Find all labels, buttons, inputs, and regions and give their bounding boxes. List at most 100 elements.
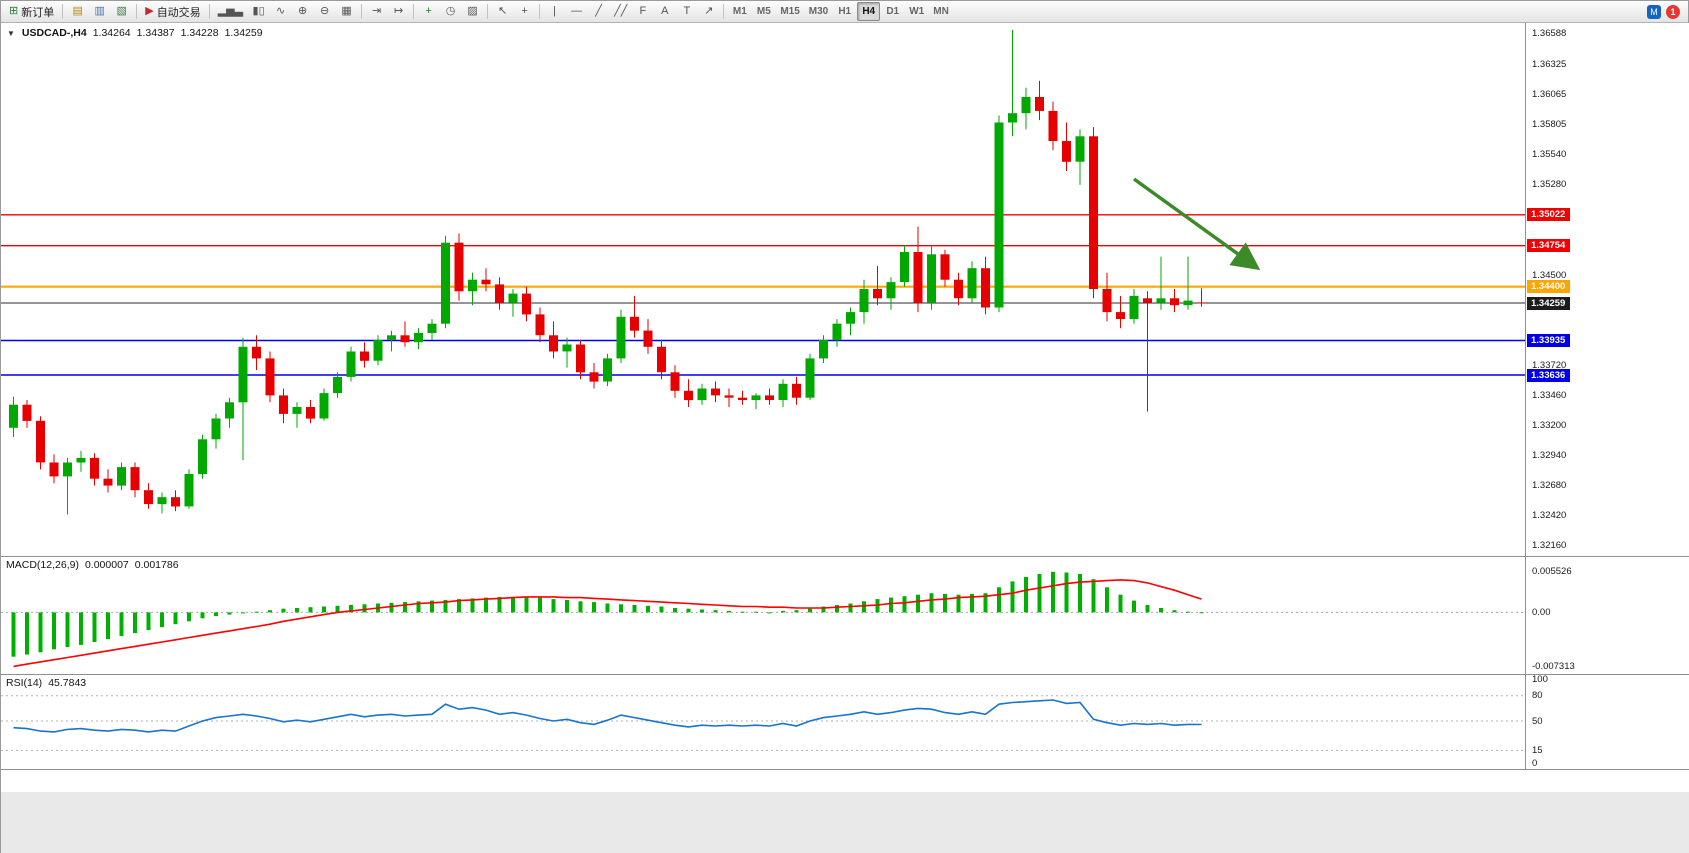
timeframe-m30[interactable]: M30 — [808, 6, 829, 17]
macd-title: MACD(12,26,9) 0.000007 0.001786 — [6, 559, 179, 571]
chart-shift-button[interactable]: ↦ — [388, 2, 409, 21]
trend-arrow — [1132, 177, 1261, 271]
data-window-icon: ▥ — [94, 5, 105, 17]
trendline-button[interactable]: ╱ — [588, 2, 609, 21]
chart-title: ▼ USDCAD-,H4 1.34264 1.34387 1.34228 1.3… — [7, 27, 263, 39]
toolbar-separator — [361, 4, 363, 19]
price-badge: 1.33935 — [1527, 334, 1571, 347]
price-tick-label: 1.32680 — [1532, 480, 1567, 492]
price-tick-label: 1.32420 — [1532, 510, 1567, 522]
indicators-icon: + — [425, 5, 432, 17]
rsi-value: 45.7843 — [48, 677, 87, 689]
toolbar-separator — [487, 4, 489, 19]
rsi-chart[interactable] — [1, 675, 1525, 769]
channel-button[interactable]: ╱╱ — [610, 2, 631, 21]
auto-scroll-icon: ⇥ — [371, 5, 382, 17]
timeframe-h1[interactable]: H1 — [838, 6, 852, 17]
price-badge: 1.34259 — [1527, 296, 1571, 310]
autotrade-button[interactable]: ▶ 自动交易 — [141, 2, 204, 21]
templates-icon: ▨ — [467, 5, 478, 17]
macd-chart[interactable] — [1, 557, 1525, 673]
price-tick-label: 1.36588 — [1532, 28, 1567, 40]
workspace-background — [1, 792, 1689, 853]
auto-scroll-button[interactable]: ⇥ — [366, 2, 387, 21]
crosshair-icon: + — [521, 5, 528, 17]
notification-badge[interactable]: 1 — [1666, 4, 1680, 19]
label-button[interactable]: T — [676, 2, 697, 21]
cursor-icon: ↖ — [497, 5, 508, 17]
price-tick-label: 1.33200 — [1532, 420, 1567, 431]
cursor-button[interactable]: ↖ — [492, 2, 513, 21]
indicators-button[interactable]: + — [418, 2, 439, 21]
new-order-button-label: 新订单 — [21, 6, 55, 19]
price-tick-label: 1.32160 — [1532, 540, 1567, 552]
new-order-button[interactable]: ⊞ 新订单 — [5, 2, 58, 21]
rsi-axis-label: 15 — [1532, 744, 1543, 756]
timeframe-d1[interactable]: D1 — [886, 6, 900, 17]
bar-chart-icon: ▂▅▃ — [217, 5, 244, 17]
panel-splitter[interactable] — [1, 674, 1689, 675]
time-axis[interactable]: 14 Nov 202215 Nov 12:0016 Nov 04:0016 No… — [1, 770, 1689, 792]
arrows-button[interactable]: ↗ — [698, 2, 719, 21]
price-tick-label: 1.34500 — [1532, 269, 1567, 281]
line-chart-button[interactable]: ∿ — [270, 2, 291, 21]
zoom-in-button[interactable]: ⊕ — [292, 2, 313, 21]
toolbar-separator — [136, 4, 138, 19]
autotrade-icon: ▶ — [145, 5, 154, 17]
low-value: 1.34228 — [180, 27, 219, 39]
timeframe-m15[interactable]: M15 — [780, 6, 800, 17]
toolbar-separator — [208, 4, 210, 19]
macd-axis-label: 0.005526 — [1532, 566, 1572, 578]
text-button[interactable]: A — [654, 2, 675, 21]
fibonacci-button[interactable]: F — [632, 2, 653, 21]
market-watch-button[interactable]: ▤ — [67, 2, 88, 21]
high-value: 1.34387 — [136, 27, 175, 39]
close-value: 1.34259 — [224, 27, 263, 39]
label-icon: T — [683, 5, 691, 17]
navigator-icon: ▧ — [116, 5, 127, 17]
open-value: 1.34264 — [92, 27, 131, 39]
price-tick-label: 1.33720 — [1532, 359, 1567, 371]
candlestick-button[interactable]: ▮▯ — [248, 2, 269, 21]
rsi-axis-label: 0 — [1532, 757, 1538, 769]
price-tick-label: 1.36065 — [1532, 88, 1567, 100]
templates-button[interactable]: ▨ — [462, 2, 483, 21]
price-tick-label: 1.35540 — [1532, 149, 1567, 161]
price-tick-label: 1.32940 — [1532, 450, 1567, 461]
panel-splitter[interactable] — [1, 556, 1689, 557]
tile-windows-icon: ▦ — [341, 5, 352, 17]
symbol-period-label: USDCAD-,H4 — [21, 27, 87, 39]
rsi-axis-label: 80 — [1532, 690, 1543, 702]
new-order-icon: ⊞ — [9, 5, 19, 17]
community-icon[interactable]: M — [1647, 4, 1661, 19]
timeframe-mn[interactable]: MN — [933, 6, 949, 17]
price-badge: 1.34400 — [1527, 280, 1571, 294]
crosshair-button[interactable]: + — [514, 2, 535, 21]
toolbar-separator — [413, 4, 415, 19]
timeframe-h4[interactable]: H4 — [857, 2, 881, 21]
one-click-trading-toggle[interactable]: ▼ — [7, 28, 15, 38]
price-tick-label: 1.33460 — [1532, 389, 1567, 401]
horizontal-line-button[interactable]: — — [566, 2, 587, 21]
timeframe-m1[interactable]: M1 — [732, 6, 747, 17]
vertical-line-button[interactable]: | — [544, 2, 565, 21]
navigator-button[interactable]: ▧ — [111, 2, 132, 21]
rsi-name-label: RSI(14) — [6, 677, 43, 689]
macd-axis-label: -0.007313 — [1532, 660, 1575, 672]
data-window-button[interactable]: ▥ — [89, 2, 110, 21]
tile-windows-button[interactable]: ▦ — [336, 2, 357, 21]
toolbar-separator — [539, 4, 541, 19]
rsi-axis-label: 100 — [1532, 673, 1548, 685]
price-chart[interactable] — [1, 23, 1525, 555]
price-tick-label: 1.35280 — [1532, 179, 1567, 191]
periods-button[interactable]: ◷ — [440, 2, 461, 21]
timeframe-w1[interactable]: W1 — [909, 6, 925, 17]
timeframe-m5[interactable]: M5 — [756, 6, 771, 17]
arrows-icon: ↗ — [704, 5, 714, 17]
bar-chart-button[interactable]: ▂▅▃ — [214, 2, 247, 21]
fibonacci-icon: F — [639, 5, 647, 17]
toolbar-separator — [723, 4, 725, 19]
zoom-out-button[interactable]: ⊖ — [314, 2, 335, 21]
trendline-icon: ╱ — [595, 5, 602, 17]
